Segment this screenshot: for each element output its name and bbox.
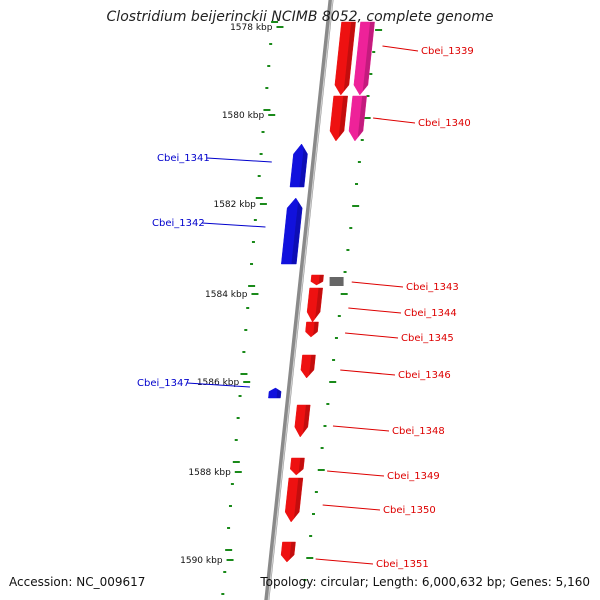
backbone-line — [264, 0, 334, 600]
gene-leader-line — [186, 382, 250, 388]
gene-arrow — [305, 321, 319, 338]
gene-arrow — [284, 477, 304, 523]
gene-leader-line — [315, 558, 374, 565]
feature-box — [329, 277, 344, 286]
map-title: Clostridium beijerinckii NCIMB 8052, com… — [106, 9, 494, 25]
scale-label: 1578 kbp — [230, 23, 273, 33]
gene-arrow — [334, 21, 356, 96]
gene-leader-line — [332, 425, 390, 432]
gene-label: Cbei_1347 — [137, 378, 190, 389]
gene-arrow — [306, 287, 323, 323]
gene-label: Cbei_1343 — [406, 282, 459, 293]
gene-leader-line — [327, 470, 385, 477]
gene-label: Cbei_1345 — [401, 333, 454, 344]
gene-arrow-shade — [315, 288, 323, 319]
gene-arrow-shade — [338, 96, 348, 138]
gene-arrow — [294, 404, 311, 438]
gene-leader-line — [322, 504, 381, 511]
gene-label: Cbei_1339 — [421, 46, 474, 57]
gene-arrow-shade — [357, 96, 367, 138]
backbone-highlight — [267, 0, 334, 600]
gene-leader-line — [348, 307, 402, 314]
gene-arrow — [289, 143, 308, 188]
scale-label: 1590 kbp — [180, 556, 223, 566]
gene-arrow — [268, 387, 282, 399]
scale-label: 1584 kbp — [205, 290, 248, 300]
gene-arrow — [353, 21, 375, 96]
gene-leader-line — [373, 117, 416, 124]
gene-arrow-shade — [343, 22, 356, 92]
gene-arrow — [310, 274, 324, 286]
gene-arrow-shade — [302, 405, 311, 434]
gene-arrow-shade — [276, 389, 282, 398]
gene-label: Cbei_1342 — [152, 218, 205, 229]
gene-arrow — [300, 354, 316, 379]
scale-label: 1580 kbp — [222, 111, 265, 121]
gene-arrow — [348, 95, 367, 142]
gene-arrow-shade — [294, 478, 303, 519]
gene-label: Cbei_1349 — [387, 471, 440, 482]
gene-label: Cbei_1348 — [392, 426, 445, 437]
gene-label: Cbei_1351 — [376, 559, 429, 570]
scale-label: 1588 kbp — [188, 468, 231, 478]
gene-arrow — [329, 95, 348, 142]
gene-arrow-shade — [313, 322, 319, 336]
scale-label: 1586 kbp — [197, 378, 240, 388]
gene-arrow-shade — [362, 22, 375, 92]
gene-arrow-shade — [298, 458, 305, 473]
gene-leader-line — [345, 332, 399, 339]
gene-arrow-shade — [291, 201, 303, 264]
gene-label: Cbei_1346 — [398, 370, 451, 381]
gene-label: Cbei_1340 — [418, 118, 471, 129]
gene-arrow — [290, 457, 305, 476]
gene-leader-line — [206, 157, 272, 163]
gene-label: Cbei_1350 — [383, 505, 436, 516]
gene-label: Cbei_1341 — [157, 153, 210, 164]
accession-text: Accession: NC_009617 — [9, 575, 146, 589]
gene-arrow-shade — [309, 355, 316, 376]
gene-arrow-shade — [318, 275, 324, 284]
gene-arrow — [281, 197, 303, 265]
gene-leader-line — [382, 45, 419, 52]
gene-arrow — [280, 541, 296, 563]
scale-label: 1582 kbp — [213, 200, 256, 210]
gene-arrow-shade — [289, 542, 296, 560]
topology-text: Topology: circular; Length: 6,000,632 bp… — [260, 575, 590, 589]
gene-label: Cbei_1344 — [404, 308, 457, 319]
gene-leader-line — [340, 369, 396, 376]
gene-leader-line — [351, 281, 404, 288]
gene-arrow-shade — [299, 147, 308, 187]
gene-leader-line — [201, 222, 266, 228]
